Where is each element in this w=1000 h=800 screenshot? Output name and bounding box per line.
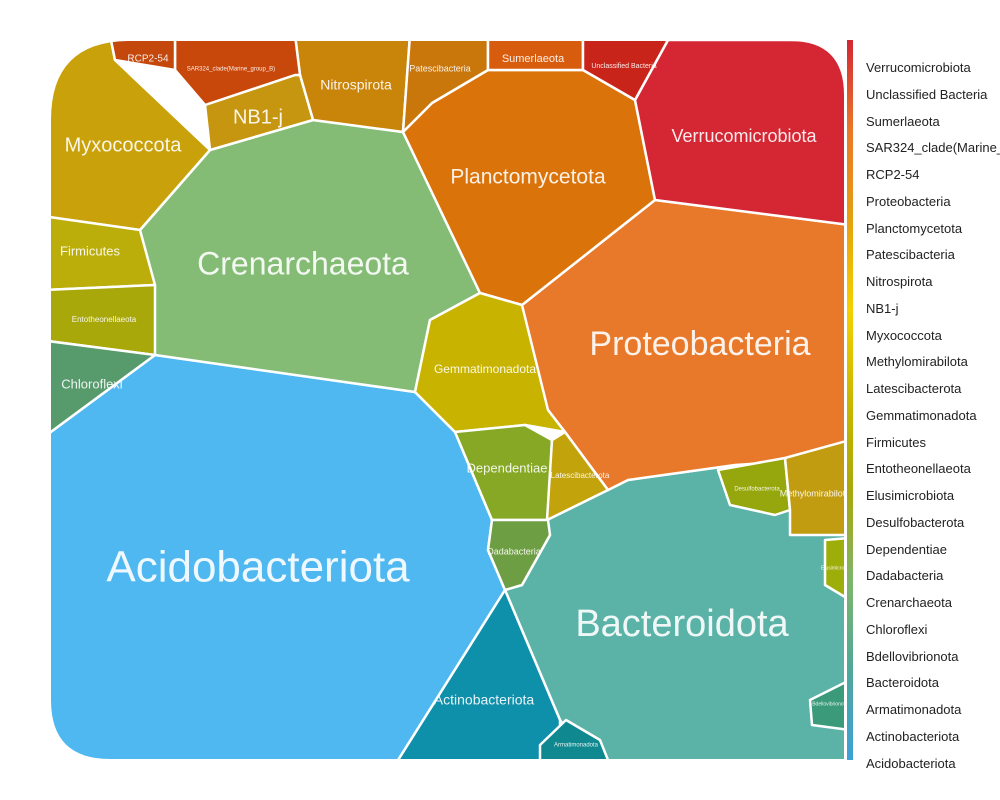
cell-label-bdellovibrionota: Bdellovibrionota — [812, 701, 848, 707]
cell-label-actinobacteriota: Actinobacteriota — [434, 692, 535, 708]
legend-entry-chloroflexi: Chloroflexi — [866, 621, 928, 637]
legend-entry-bacteroidota: Bacteroidota — [866, 675, 939, 691]
cell-label-dependentiae: Dependentiae — [467, 460, 548, 475]
cell-label-latescibacterota: Latescibacterota — [551, 471, 610, 480]
legend-entry-desulfobacterota: Desulfobacterota — [866, 514, 965, 530]
cell-rcp2-54 — [108, 40, 177, 72]
legend-entry-dependentiae: Dependentiae — [866, 541, 947, 557]
cell-patescibacteria — [401, 40, 490, 134]
legend-entry-crenarchaeota: Crenarchaeota — [866, 595, 952, 610]
cell-label-dadabacteria: Dadabacteria — [487, 546, 541, 556]
legend-entry-unclassified-bacteria: Unclassified Bacteria — [866, 86, 988, 102]
legend-entry-planctomycetota: Planctomycetota — [866, 220, 963, 236]
legend-entry-actinobacteriota: Actinobacteriota — [866, 728, 960, 744]
cell-latescibacterota — [545, 430, 610, 522]
cell-label-nb1-j: NB1-j — [233, 106, 283, 128]
cell-label-verrucomicrobiota: Verrucomicrobiota — [671, 126, 817, 146]
cell-unclassified-bacteria — [581, 40, 670, 102]
legend-entry-sar324-clade-marine: SAR324_clade(Marine_ — [866, 140, 1000, 156]
cell-armatimonadota — [538, 718, 612, 760]
cell-label-nitrospirota: Nitrospirota — [320, 77, 392, 93]
cell-label-rcp2-54: RCP2-54 — [127, 54, 169, 65]
cells-group — [50, 40, 845, 760]
labels-group: Acidobacteriota Bacteroidota Proteobacteri… — [49, 39, 855, 761]
legend-entry-patescibacteria: Patescibacteria — [866, 247, 955, 263]
cell-elusimicrobiota — [823, 536, 845, 602]
cell-desulfobacterota — [716, 456, 792, 517]
cell-chloroflexi — [50, 333, 157, 442]
cell-label-acidobacteriota: Acidobacteriota — [106, 543, 410, 592]
legend-entry-armatimonadota: Armatimonadota — [866, 702, 962, 717]
cell-label-planctomycetota: Planctomycetota — [450, 166, 606, 189]
legend-entry-entotheonellaeota: Entotheonellaeota — [866, 461, 971, 477]
cell-label-methylomirabilota: Methylomirabilota — [780, 488, 851, 498]
legend-entry-latescibacterota: Latescibacterota — [866, 381, 962, 396]
legend-entry-firmicutes: Firmicutes — [866, 434, 926, 450]
cell-label-gemmatimonadota: Gemmatimonadota — [434, 362, 536, 376]
legend-entry-nb1-j: NB1-j — [866, 300, 899, 316]
legend-entry-sumerlaeota: Sumerlaeota — [866, 113, 940, 129]
legend-entry-gemmatimonadota: Gemmatimonadota — [866, 407, 977, 423]
legend-entry-acidobacteriota: Acidobacteriota — [866, 755, 956, 771]
cell-label-armatimonadota: Armatimonadota — [554, 743, 599, 749]
cell-label-sar324-clade-marine-group-b: SAR324_clade(Marine_group_B) — [187, 67, 275, 73]
legend-color-bar — [847, 40, 853, 760]
cell-label-myxococcota: Myxococcota — [65, 134, 183, 156]
cell-label-unclassified-bacteria: Unclassified Bacteria — [591, 63, 656, 70]
cell-actinobacteriota — [393, 588, 562, 760]
legend-entry-myxococcota: Myxococcota — [866, 327, 942, 343]
legend-entry-proteobacteria: Proteobacteria — [866, 193, 951, 209]
treemap-border — [49, 39, 846, 761]
cell-label-crenarchaeota: Crenarchaeota — [197, 245, 409, 281]
cell-label-entotheonellaeota: Entotheonellaeota — [72, 315, 137, 324]
cell-methylomirabilota — [783, 438, 845, 537]
legend-entry-dadabacteria: Dadabacteria — [866, 568, 944, 584]
cell-label-sumerlaeota: Sumerlaeota — [502, 53, 565, 65]
cell-dadabacteria — [486, 518, 552, 592]
cell-label-elusimicrobiota: Elusimicrobiota — [821, 565, 855, 571]
legend-entry-bdellovibrionota: Bdellovibrionota — [866, 648, 959, 664]
cell-label-patescibacteria: Patescibacteria — [409, 63, 471, 73]
cell-label-firmicutes: Firmicutes — [60, 243, 120, 258]
legend-entry-rcp2-54: RCP2-54 — [866, 167, 920, 182]
cell-bdellovibrionota — [808, 678, 845, 732]
cell-label-proteobacteria: Proteobacteria — [589, 325, 810, 363]
cell-label-bacteroidota: Bacteroidota — [575, 603, 789, 645]
legend-entry-verrucomicrobiota: Verrucomicrobiota — [866, 60, 971, 75]
legend-entry-elusimicrobiota: Elusimicrobiota — [866, 488, 955, 503]
legend-entry-methylomirabilota: Methylomirabilota — [866, 354, 968, 370]
cell-label-chloroflexi: Chloroflexi — [61, 376, 123, 391]
cell-label-desulfobacterota: Desulfobacterota — [734, 487, 780, 493]
legend-entry-nitrospirota: Nitrospirota — [866, 274, 933, 289]
